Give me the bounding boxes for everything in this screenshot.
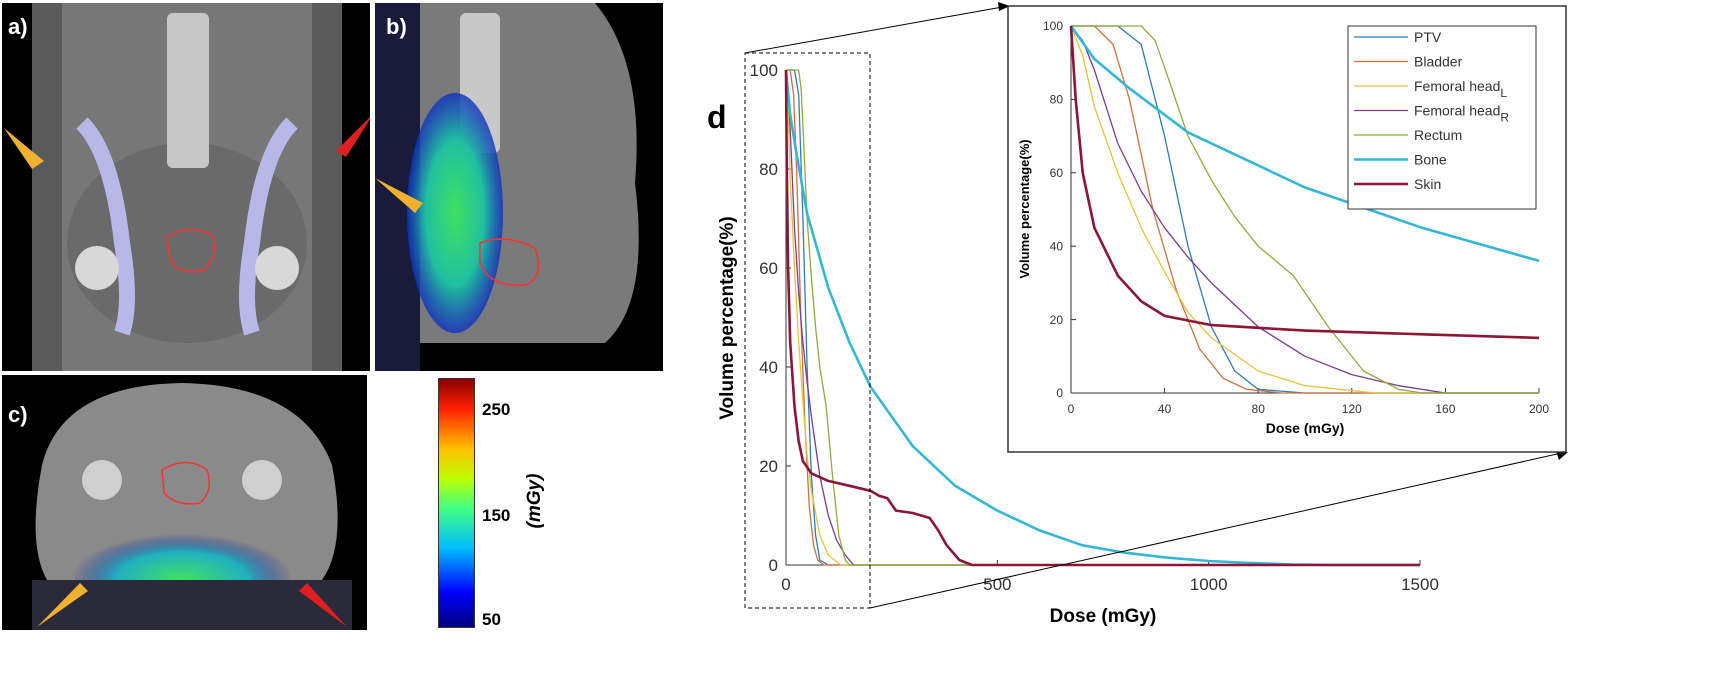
- legend-label: Bone: [1414, 152, 1447, 168]
- inset-y-tick-label: 40: [1050, 239, 1064, 253]
- legend-label: Femoral headR: [1414, 103, 1509, 125]
- inset-x-tick-label: 200: [1529, 402, 1549, 416]
- ct-axial-image: [2, 375, 367, 630]
- main-series-ptv: [786, 69, 1420, 566]
- main-x-tick-label: 1500: [1401, 575, 1439, 594]
- inset-y-tick-label: 0: [1056, 386, 1063, 400]
- ct-coronal-graphic: [4, 3, 370, 371]
- legend-box: [1347, 25, 1537, 210]
- zoom-connector-bottom: [869, 451, 1567, 609]
- inset-y-label: Volume percentage(%): [1017, 139, 1032, 278]
- inset-series-femoral-head-l: [1070, 25, 1539, 394]
- zoom-arrowhead-bottom: [1556, 451, 1568, 460]
- inset-y-tick-label: 20: [1050, 313, 1064, 327]
- main-x-tick-label: 0: [781, 575, 790, 594]
- main-y-tick-label: 60: [759, 259, 778, 278]
- inset-series-ptv: [1071, 25, 1539, 394]
- main-x-tick-label: 500: [983, 575, 1011, 594]
- inset-series-bone: [1069, 25, 1540, 263]
- main-x-tick-label: 1000: [1190, 575, 1228, 594]
- inset-y-tick-label: 100: [1043, 19, 1063, 33]
- inset-x-tick-label: 0: [1068, 402, 1075, 416]
- inset-x-tick-label: 40: [1158, 402, 1172, 416]
- ct-sagittal-image: [375, 3, 663, 371]
- inset-x-label: Dose (mGy): [1266, 420, 1345, 436]
- inset-series-bladder: [1071, 25, 1539, 394]
- inset-y-tick-label: 60: [1050, 166, 1064, 180]
- main-y-tick-label: 40: [759, 358, 778, 377]
- inset-x-tick-label: 160: [1435, 402, 1455, 416]
- colorbar-tick-150: 150: [482, 506, 511, 525]
- colorbar: [438, 378, 475, 628]
- colorbar-tick-50: 50: [482, 610, 501, 629]
- colorbar-tick-250: 250: [482, 400, 511, 419]
- inset-series-rectum: [1071, 25, 1539, 394]
- main-y-tick-label: 80: [759, 160, 778, 179]
- zoom-connector-top: [744, 5, 1009, 54]
- legend-label: Femoral headL: [1414, 78, 1507, 100]
- main-y-label: Volume percentage(%): [717, 216, 738, 419]
- main-series-bone: [784, 69, 1420, 567]
- ct-sagittal-graphic: [375, 3, 639, 371]
- ct-axial-graphic: [32, 383, 352, 630]
- inset-x-tick-label: 80: [1252, 402, 1266, 416]
- zoom-arrowhead-top: [998, 2, 1010, 11]
- ct-coronal-image: [2, 3, 370, 371]
- legend-label: PTV: [1414, 29, 1442, 45]
- inset-x-tick-label: 120: [1342, 402, 1362, 416]
- inset-y-tick-label: 80: [1050, 93, 1064, 107]
- panel-d-label: d: [707, 99, 727, 135]
- main-x-label: Dose (mGy): [1050, 606, 1157, 627]
- main-series-femoral-head-l: [785, 69, 1420, 566]
- main-y-tick-label: 20: [759, 457, 778, 476]
- inset-series-femoral-head-r: [1070, 25, 1539, 394]
- legend-label: Skin: [1414, 176, 1441, 192]
- zoom-box: [744, 52, 871, 609]
- main-series-rectum: [786, 69, 1420, 566]
- legend-label: Rectum: [1414, 127, 1462, 143]
- panel-c-label: c): [8, 402, 28, 427]
- panel-a-label: a): [8, 14, 28, 39]
- legend: PTV Bladder Femoral headL Femoral headR Rect…: [1347, 25, 1537, 210]
- main-y-tick-label: 100: [750, 61, 778, 80]
- main-y-tick-label: 0: [769, 556, 778, 575]
- legend-label: Bladder: [1414, 54, 1463, 70]
- panel-b-label: b): [386, 14, 407, 39]
- inset-series-skin: [1069, 25, 1540, 340]
